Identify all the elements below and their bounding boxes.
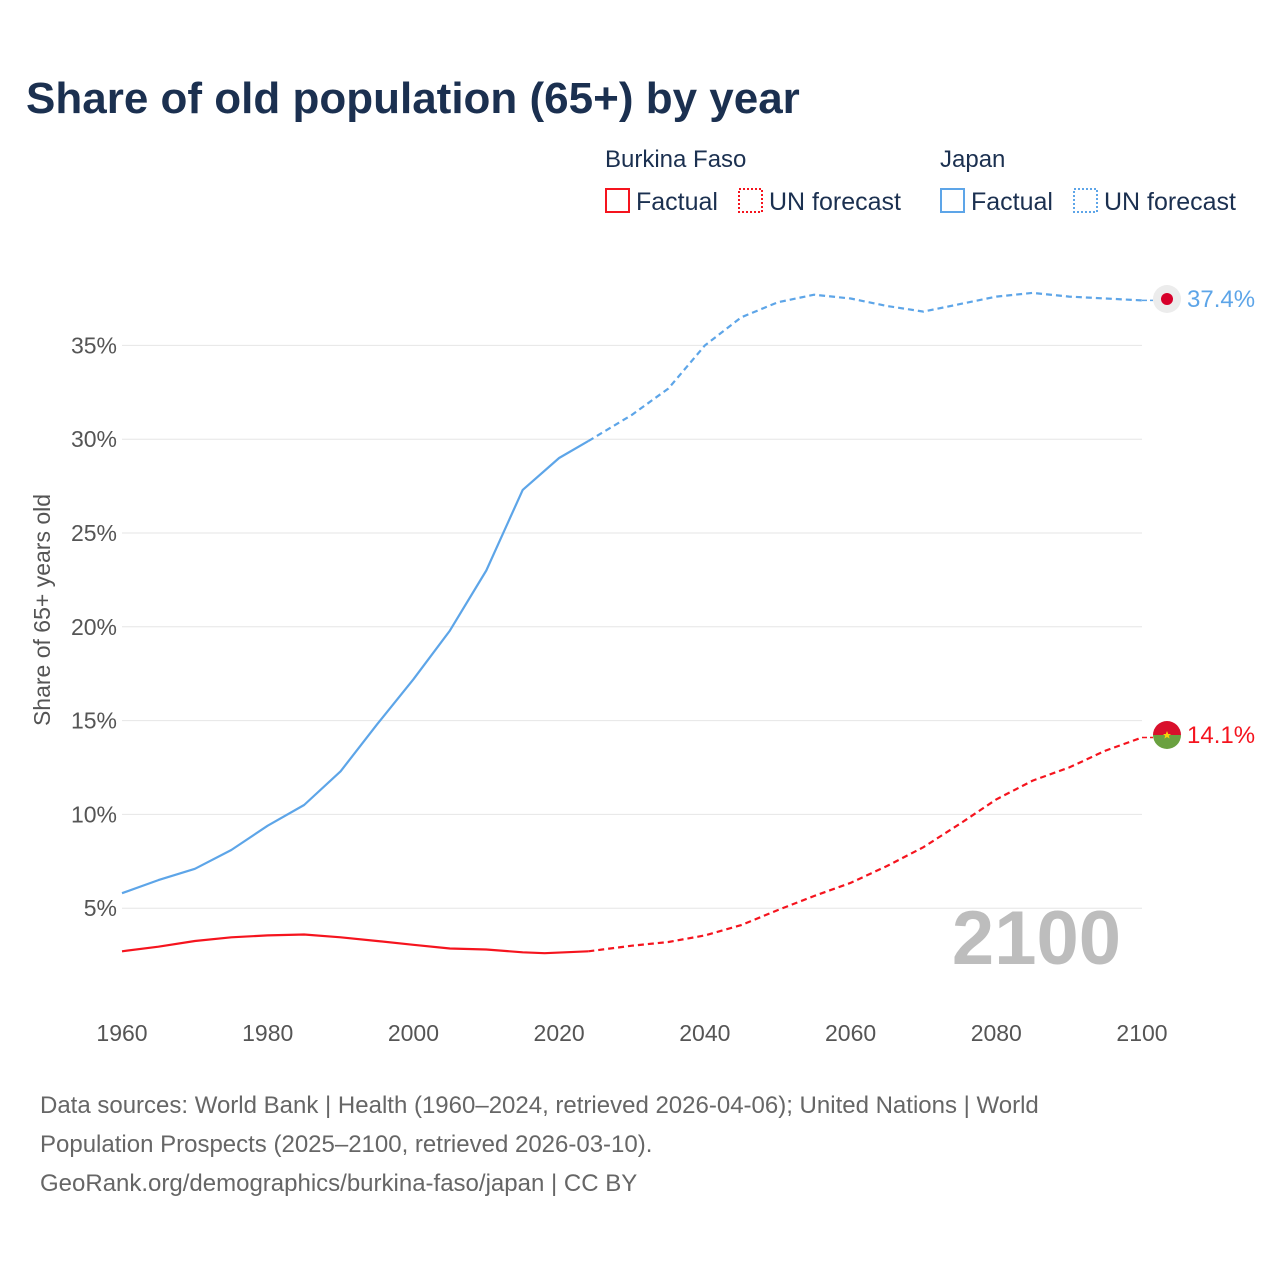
burkina-faso-forecast-line (588, 736, 1143, 953)
legend-swatch-japan-factual (940, 188, 965, 213)
x-tick-label: 1980 (242, 1020, 293, 1046)
legend: Burkina Faso Factual UN forecast Japan F… (605, 146, 1236, 216)
x-tick-label: 1960 (96, 1020, 147, 1046)
legend-label-japan-forecast[interactable]: UN forecast (1104, 188, 1236, 216)
legend-label-burkina-factual[interactable]: Factual (636, 188, 718, 216)
burkina-faso-end-label: 14.1% (1187, 722, 1255, 749)
burkina-faso-factual-line (121, 933, 589, 955)
y-tick-label: 15% (71, 708, 117, 734)
japan-flag-sun (1161, 293, 1173, 305)
y-tick-label: 20% (71, 614, 117, 640)
legend-group-burkina-faso[interactable]: Burkina Faso (605, 146, 746, 173)
gridlines (122, 344, 1142, 909)
legend-group-japan[interactable]: Japan (940, 146, 1005, 173)
japan-flag (1153, 285, 1181, 313)
y-axis-label: Share of 65+ years old (29, 494, 55, 726)
burkina-faso-flag (1153, 721, 1181, 749)
japan-end-label: 37.4% (1187, 286, 1255, 313)
legend-label-burkina-forecast[interactable]: UN forecast (769, 188, 901, 216)
source-line-2: Population Prospects (2025–2100, retriev… (40, 1131, 652, 1158)
y-tick-label: 35% (71, 332, 117, 358)
legend-swatch-japan-forecast (1073, 188, 1098, 213)
y-tick-label: 10% (71, 801, 117, 827)
current-year-label: 2100 (952, 896, 1121, 981)
y-tick-label: 5% (84, 895, 117, 921)
legend-swatch-burkina-forecast (738, 188, 763, 213)
y-axis-ticks: 5% 10% 15% 20% 25% 30% 35% (71, 332, 117, 921)
legend-label-japan-factual[interactable]: Factual (971, 188, 1053, 216)
series-lines (121, 291, 1153, 955)
y-tick-label: 30% (71, 426, 117, 452)
x-tick-label: 2000 (388, 1020, 439, 1046)
source-link[interactable]: GeoRank.org/demographics/burkina-faso/ja… (40, 1170, 637, 1197)
x-tick-label: 2060 (825, 1020, 876, 1046)
japan-factual-line (121, 440, 589, 895)
x-tick-label: 2080 (971, 1020, 1022, 1046)
x-axis-ticks: 1960 1980 2000 2020 2040 2060 2080 2100 (96, 1020, 1167, 1046)
japan-forecast-line (587, 291, 1143, 443)
x-tick-label: 2040 (679, 1020, 730, 1046)
source-line-1: Data sources: World Bank | Health (1960–… (40, 1092, 1039, 1119)
x-tick-label: 2020 (534, 1020, 585, 1046)
chart-title: Share of old population (65+) by year (26, 74, 800, 123)
legend-swatch-burkina-factual (605, 188, 630, 213)
star-icon (1163, 731, 1171, 739)
x-tick-label: 2100 (1116, 1020, 1167, 1046)
y-tick-label: 25% (71, 520, 117, 546)
